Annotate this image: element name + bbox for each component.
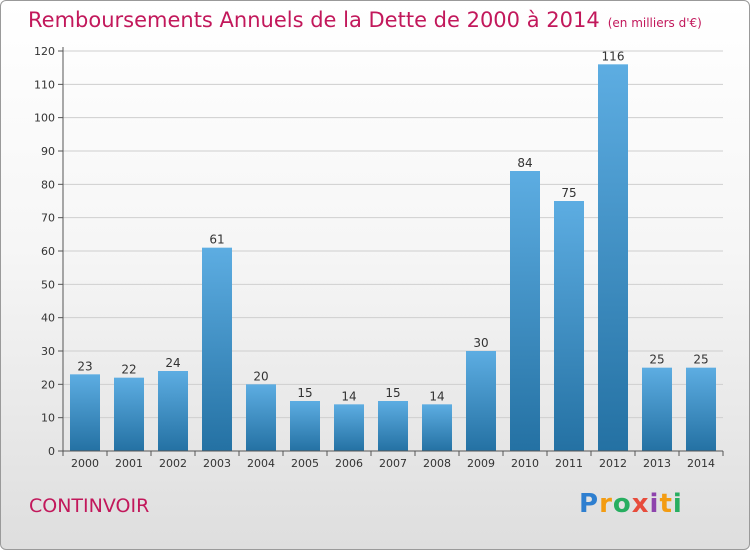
y-tick-label: 90 — [41, 145, 55, 158]
data-label: 23 — [77, 359, 92, 373]
bar — [554, 201, 584, 451]
logo-letter: o — [612, 489, 632, 519]
bar — [202, 247, 232, 451]
data-label: 22 — [121, 363, 136, 377]
data-label: 14 — [429, 389, 444, 403]
data-label: 25 — [693, 353, 708, 367]
y-tick-label: 70 — [41, 212, 55, 225]
bar — [290, 401, 320, 451]
x-tick-label: 2007 — [379, 457, 407, 470]
data-label: 15 — [297, 386, 312, 400]
chart-title: Remboursements Annuels de la Dette de 20… — [28, 8, 702, 32]
y-tick-label: 100 — [34, 112, 55, 125]
data-label: 30 — [473, 336, 488, 350]
bar — [70, 374, 100, 451]
data-label: 14 — [341, 389, 356, 403]
chart-title-text: Remboursements Annuels de la Dette de 20… — [28, 8, 600, 32]
data-label: 24 — [165, 356, 180, 370]
data-label: 116 — [602, 49, 625, 63]
y-tick-label: 30 — [41, 345, 55, 358]
y-tick-label: 110 — [34, 78, 55, 91]
y-tick-label: 50 — [41, 278, 55, 291]
proxiti-logo: Proxiti — [579, 489, 683, 519]
bar — [334, 404, 364, 451]
x-tick-label: 2003 — [203, 457, 231, 470]
x-tick-label: 2009 — [467, 457, 495, 470]
y-tick-label: 0 — [48, 445, 55, 458]
bar — [114, 377, 144, 451]
logo-letter: P — [579, 489, 600, 519]
logo-letter: x — [631, 489, 650, 519]
x-tick-label: 2002 — [159, 457, 187, 470]
data-label: 15 — [385, 386, 400, 400]
x-tick-label: 2013 — [643, 457, 671, 470]
x-tick-label: 2001 — [115, 457, 143, 470]
data-label: 61 — [209, 233, 224, 247]
town-name: CONTINVOIR — [29, 495, 150, 517]
chart-unit: (en milliers d'€) — [607, 16, 702, 30]
y-tick-label: 10 — [41, 412, 55, 425]
y-tick-label: 80 — [41, 178, 55, 191]
bar — [246, 384, 276, 451]
bar — [686, 367, 716, 451]
logo-letter: r — [599, 489, 613, 519]
bar — [422, 404, 452, 451]
bar — [466, 351, 496, 451]
x-tick-label: 2010 — [511, 457, 539, 470]
x-tick-label: 2011 — [555, 457, 583, 470]
data-label: 75 — [561, 186, 576, 200]
y-tick-label: 40 — [41, 312, 55, 325]
x-tick-label: 2008 — [423, 457, 451, 470]
logo-letter: i — [649, 489, 660, 519]
data-label: 84 — [517, 156, 532, 170]
x-tick-label: 2012 — [599, 457, 627, 470]
bar — [598, 64, 628, 452]
x-tick-label: 2000 — [71, 457, 99, 470]
data-label: 20 — [253, 369, 268, 383]
x-tick-label: 2004 — [247, 457, 275, 470]
y-tick-label: 20 — [41, 378, 55, 391]
bar — [378, 401, 408, 451]
bar — [158, 371, 188, 451]
logo-letter: t — [659, 489, 673, 519]
y-tick-label: 60 — [41, 245, 55, 258]
x-tick-label: 2005 — [291, 457, 319, 470]
bar — [510, 171, 540, 451]
x-tick-label: 2014 — [687, 457, 715, 470]
logo-letter: i — [672, 489, 683, 519]
y-tick-label: 120 — [34, 45, 55, 58]
data-label: 25 — [649, 353, 664, 367]
x-tick-label: 2006 — [335, 457, 363, 470]
bar — [642, 367, 672, 451]
